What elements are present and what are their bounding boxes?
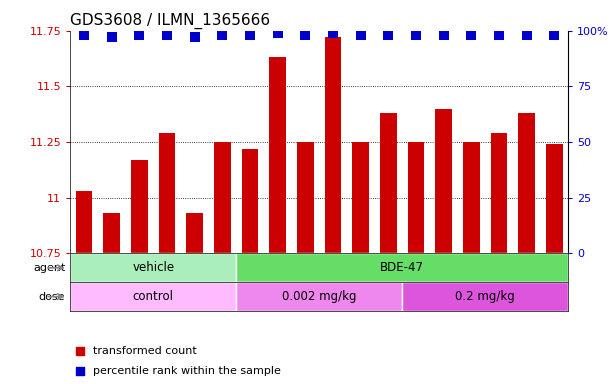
- Bar: [103, 214, 120, 253]
- Bar: [325, 37, 342, 253]
- Point: [273, 30, 283, 36]
- Point: [494, 32, 504, 38]
- Bar: [491, 133, 507, 253]
- Point: [301, 32, 310, 38]
- Bar: [214, 142, 231, 253]
- Text: BDE-47: BDE-47: [380, 262, 424, 274]
- Text: dose: dose: [38, 291, 65, 302]
- Point: [522, 32, 532, 38]
- Point: [384, 32, 393, 38]
- Point: [467, 32, 477, 38]
- Point: [107, 34, 117, 40]
- Bar: [159, 133, 175, 253]
- Point: [439, 32, 448, 38]
- Bar: [236, 282, 402, 311]
- Bar: [131, 160, 148, 253]
- Bar: [518, 113, 535, 253]
- Point: [411, 32, 421, 38]
- Text: vehicle: vehicle: [132, 262, 174, 274]
- Text: transformed count: transformed count: [93, 346, 196, 356]
- Bar: [402, 282, 568, 311]
- Bar: [353, 142, 369, 253]
- Point: [79, 32, 89, 38]
- Bar: [76, 191, 92, 253]
- Bar: [436, 109, 452, 253]
- Point: [218, 32, 227, 38]
- Text: percentile rank within the sample: percentile rank within the sample: [93, 366, 280, 376]
- Bar: [186, 214, 203, 253]
- Bar: [463, 142, 480, 253]
- Point: [245, 32, 255, 38]
- Bar: [70, 282, 236, 311]
- Bar: [380, 113, 397, 253]
- Point: [356, 32, 365, 38]
- Bar: [269, 58, 286, 253]
- Point: [190, 34, 200, 40]
- Text: 0.002 mg/kg: 0.002 mg/kg: [282, 290, 356, 303]
- Point: [75, 348, 85, 354]
- Bar: [546, 144, 563, 253]
- Point: [134, 32, 144, 38]
- Text: GDS3608 / ILMN_1365666: GDS3608 / ILMN_1365666: [70, 13, 271, 29]
- Bar: [408, 142, 425, 253]
- Point: [549, 32, 559, 38]
- Bar: [297, 142, 313, 253]
- Bar: [70, 253, 236, 282]
- Bar: [236, 253, 568, 282]
- Point: [328, 30, 338, 36]
- Text: agent: agent: [33, 263, 65, 273]
- Bar: [242, 149, 258, 253]
- Point: [162, 32, 172, 38]
- Text: 0.2 mg/kg: 0.2 mg/kg: [455, 290, 515, 303]
- Point: [75, 367, 85, 374]
- Text: control: control: [133, 290, 174, 303]
